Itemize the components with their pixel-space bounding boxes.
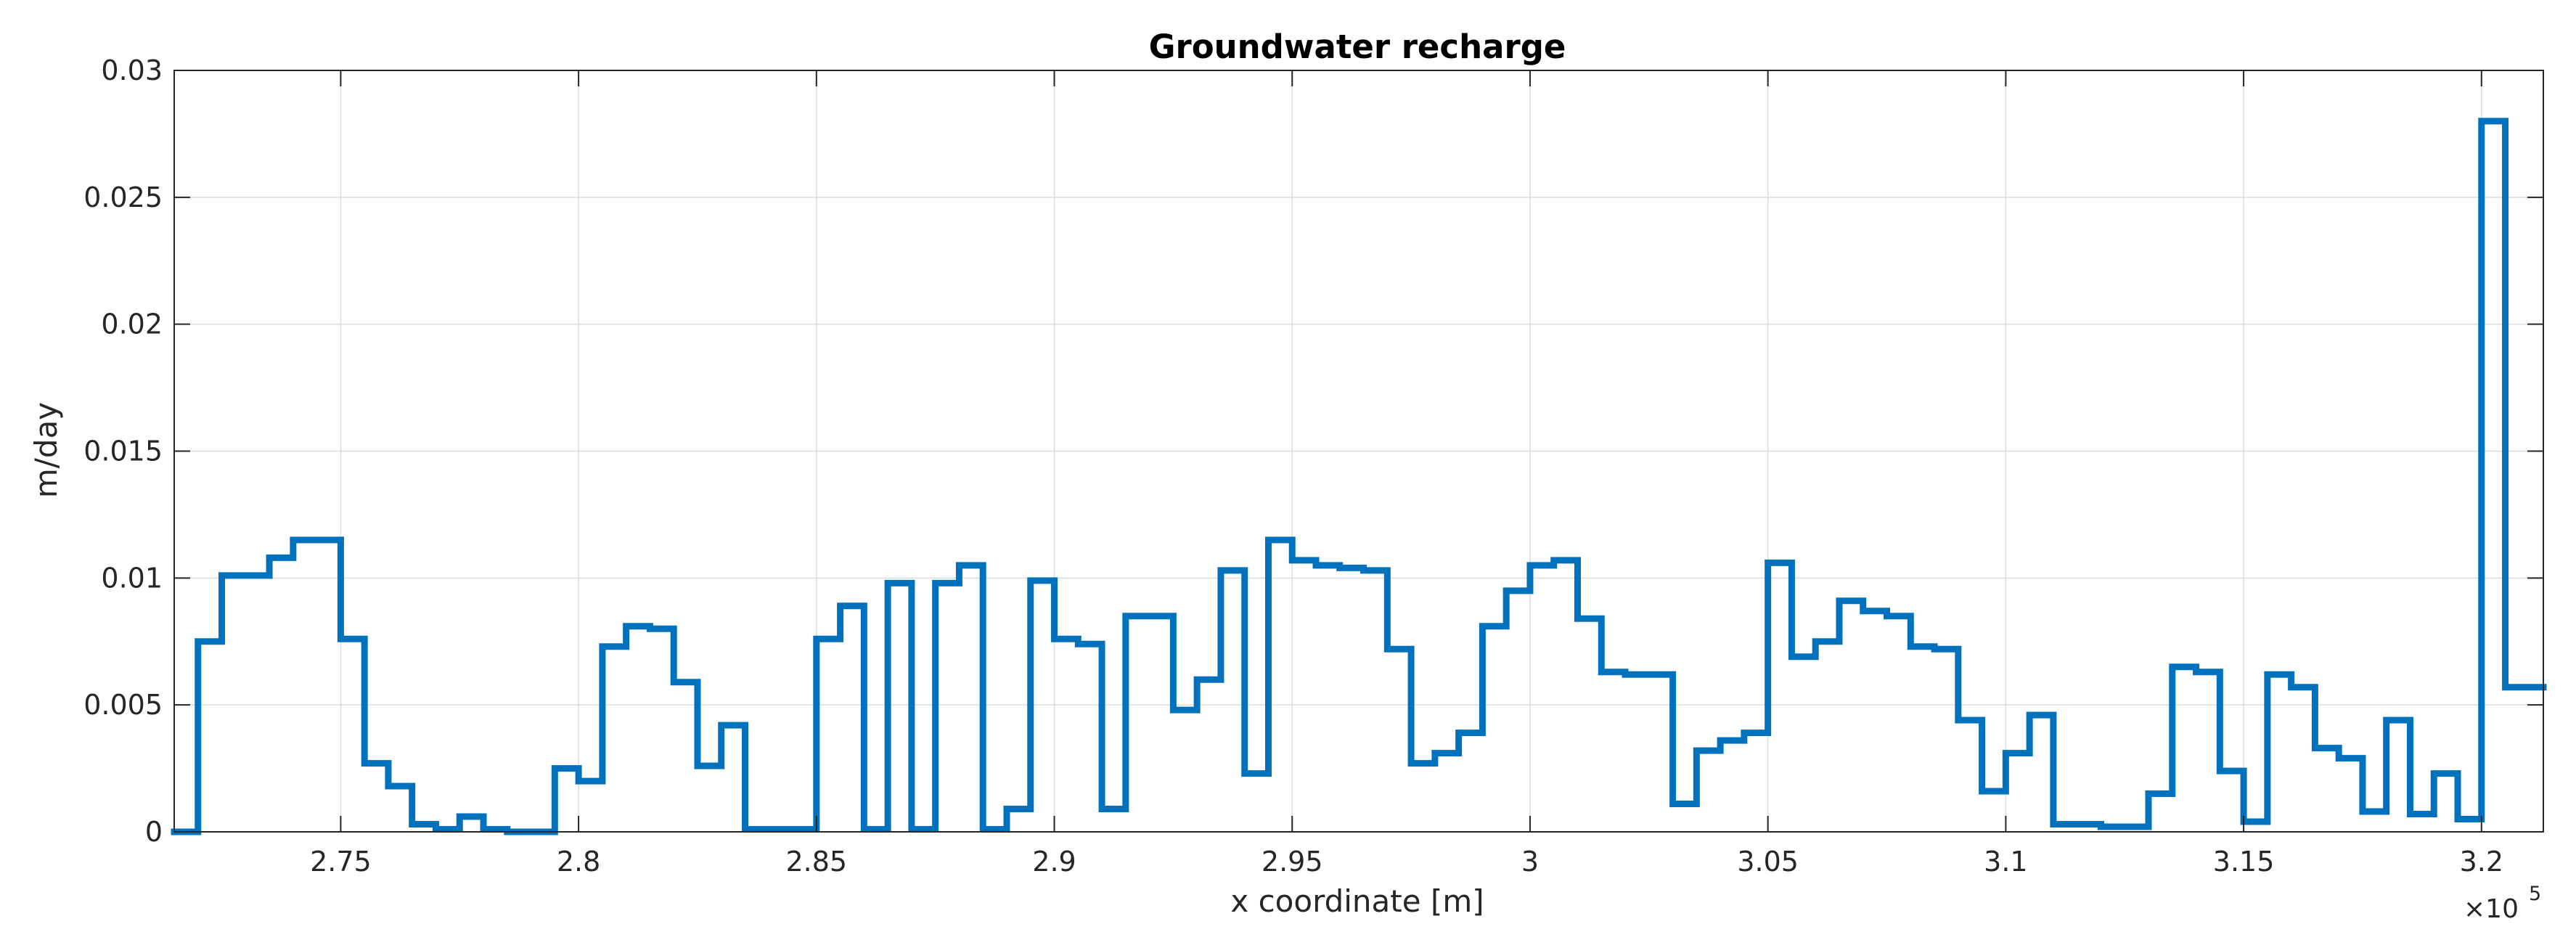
x-exponent-power: 5 bbox=[2529, 883, 2541, 905]
x-exponent-base: ×10 bbox=[2463, 894, 2519, 924]
data-series bbox=[171, 118, 2547, 835]
y-tick-label: 0.01 bbox=[101, 562, 163, 594]
x-axis-exponent: ×10 5 bbox=[2463, 883, 2541, 924]
recharge-step-line bbox=[171, 118, 2547, 835]
y-tick-label: 0.02 bbox=[101, 308, 163, 340]
x-tick-label: 3.1 bbox=[1984, 846, 2027, 878]
x-tick-label: 3.05 bbox=[1737, 846, 1799, 878]
x-axis-label: x coordinate [m] bbox=[1230, 883, 1484, 919]
y-axis-label: m/day bbox=[28, 402, 64, 498]
axis-ticks: 2.75 2.8 2.85 2.9 2.95 3 3.05 3.1 3.15 3.2 0 0.005 0… bbox=[83, 54, 2543, 878]
y-tick-label: 0.005 bbox=[83, 689, 163, 721]
x-tick-label: 3.15 bbox=[2213, 846, 2275, 878]
chart-title: Groundwater recharge bbox=[1149, 28, 1566, 66]
y-tick-label: 0.015 bbox=[83, 436, 163, 467]
x-tick-label: 3.2 bbox=[2460, 846, 2503, 878]
y-tick-label: 0.03 bbox=[101, 54, 163, 86]
x-tick-label: 3 bbox=[1521, 846, 1539, 878]
x-tick-label: 2.95 bbox=[1262, 846, 1323, 878]
x-tick-label: 2.75 bbox=[310, 846, 372, 878]
y-tick-label: 0 bbox=[145, 816, 163, 848]
x-tick-label: 2.9 bbox=[1032, 846, 1076, 878]
x-tick-label: 2.85 bbox=[786, 846, 848, 878]
grid-lines bbox=[174, 70, 2543, 832]
x-tick-label: 2.8 bbox=[557, 846, 600, 878]
y-tick-label: 0.025 bbox=[83, 181, 163, 213]
